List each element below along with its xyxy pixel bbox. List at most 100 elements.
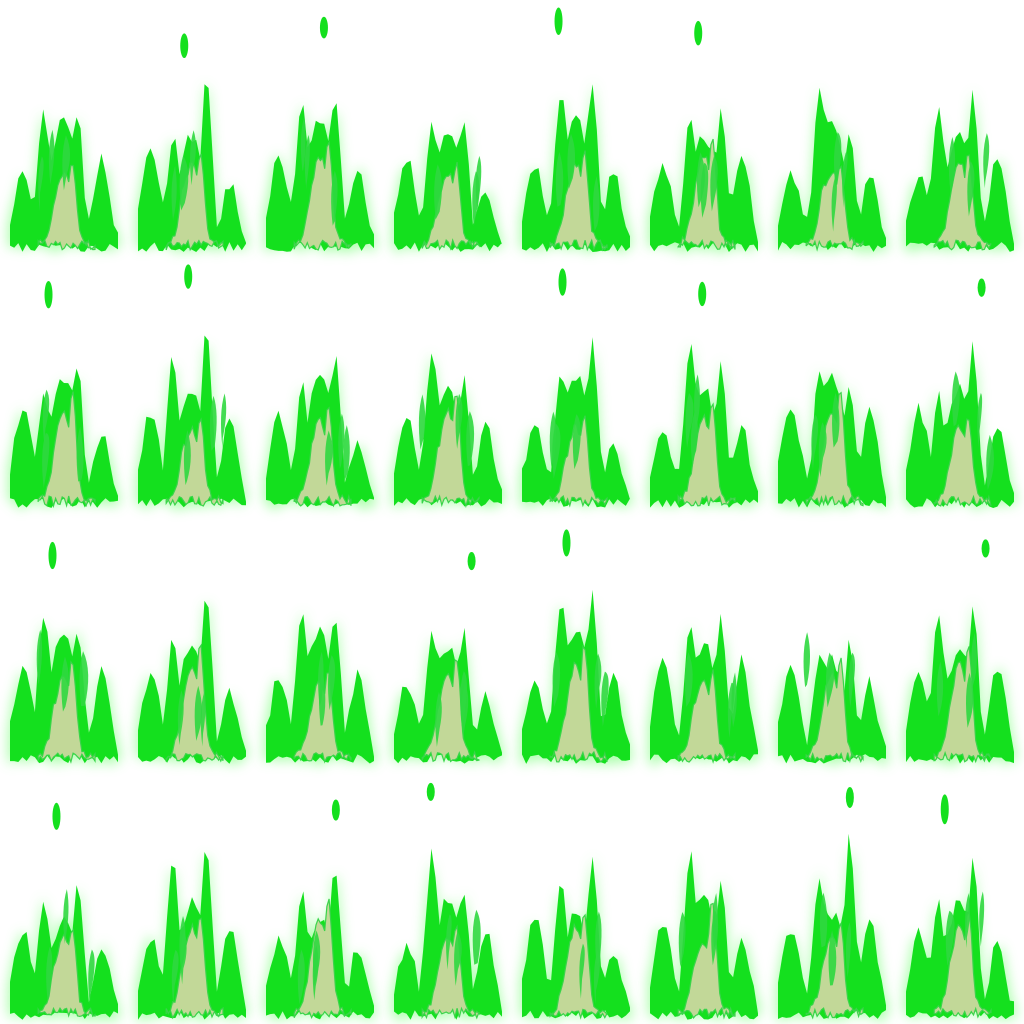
flame-streak — [63, 889, 69, 945]
flame-frame — [904, 539, 1016, 766]
flame-frame — [8, 802, 120, 1022]
flame-frame — [392, 351, 504, 509]
flame-streak — [948, 136, 956, 192]
flame-frame — [264, 609, 376, 766]
flame-streak — [189, 130, 196, 186]
flame-ember — [331, 799, 340, 821]
flame-ember — [184, 264, 193, 289]
inner-flame — [677, 669, 736, 764]
flame-frame — [264, 16, 376, 254]
flame-streak — [48, 129, 55, 185]
inner-flame — [421, 395, 480, 509]
flame-frame — [776, 367, 888, 510]
flame-frame — [648, 281, 760, 510]
flame-ember — [698, 281, 707, 307]
flame-streak — [572, 414, 581, 470]
flame-streak — [595, 911, 602, 967]
inner-flame — [549, 415, 608, 508]
flame-streak — [76, 426, 84, 482]
flame-streak — [567, 133, 576, 189]
flame-frame — [264, 356, 376, 510]
inner-flame — [421, 924, 480, 1020]
flame-streak — [549, 411, 557, 467]
flame-frame — [520, 855, 632, 1022]
flame-streak — [552, 652, 561, 708]
inner-flame — [293, 406, 352, 508]
flame-ember — [44, 280, 53, 309]
flame-streak — [46, 946, 53, 1002]
flame-streak — [304, 135, 310, 191]
inner-flame — [805, 657, 864, 764]
inner-flame — [293, 898, 352, 1020]
flame-streak — [848, 652, 856, 708]
flame-streak — [434, 164, 442, 220]
flame-streak — [42, 389, 50, 445]
flame-frame — [904, 89, 1016, 254]
flame-streak — [983, 133, 990, 189]
flame-streak — [593, 950, 600, 1006]
flame-streak — [712, 892, 718, 948]
inner-flame — [549, 913, 608, 1020]
flame-frame — [8, 541, 120, 766]
flame-ember — [981, 539, 990, 558]
flame-frame — [392, 551, 504, 764]
flame-streak — [952, 371, 960, 427]
flame-streak — [832, 392, 840, 448]
flame-streak — [965, 892, 970, 948]
flame-frame — [136, 33, 248, 254]
inner-flame — [293, 140, 352, 251]
flame-frame — [904, 794, 1016, 1022]
flame-streak — [971, 633, 977, 689]
flame-ember — [426, 782, 435, 801]
flame-ember — [180, 33, 189, 59]
outer-flame — [650, 851, 758, 1020]
flame-streak — [696, 152, 705, 208]
flame-streak — [472, 171, 480, 227]
inner-flame — [37, 660, 96, 764]
flame-streak — [200, 691, 206, 747]
flame-streak — [833, 132, 842, 188]
flame-streak — [466, 411, 475, 467]
flame-streak — [183, 430, 191, 486]
flame-streak — [88, 949, 95, 1005]
flame-streak — [555, 151, 564, 207]
flame-streak — [343, 425, 350, 481]
flame-streak — [579, 943, 585, 999]
flame-frame — [136, 852, 248, 1022]
flame-ember — [940, 794, 949, 825]
inner-flame — [933, 646, 992, 764]
flame-streak — [986, 434, 994, 490]
flame-streak — [967, 161, 975, 217]
flame-streak — [331, 170, 338, 226]
inner-flame — [549, 644, 608, 763]
flame-streak — [460, 671, 467, 727]
flame-streak — [38, 156, 44, 212]
flame-ember — [845, 786, 854, 808]
flame-ember — [467, 551, 476, 571]
flame-frame — [264, 799, 376, 1022]
flame-streak — [845, 922, 852, 978]
flame-frame — [520, 7, 632, 254]
flame-streak — [418, 394, 426, 450]
inner-flame — [933, 418, 992, 507]
flame-streak — [710, 156, 718, 212]
inner-flame — [37, 928, 96, 1018]
flame-streak — [312, 930, 321, 986]
flame-streak — [42, 433, 50, 489]
flame-streak — [727, 682, 735, 738]
flame-streak — [179, 155, 189, 211]
flame-frame — [648, 851, 760, 1022]
flame-streak — [171, 950, 179, 1006]
outer-flame — [906, 341, 1014, 508]
flame-streak — [601, 671, 609, 727]
flame-frame — [776, 632, 888, 766]
flame-streak — [338, 413, 345, 469]
flame-streak — [965, 672, 974, 728]
inner-flame — [549, 150, 608, 252]
flame-streak — [831, 176, 837, 232]
flame-streak — [454, 931, 462, 987]
flame-frame — [776, 786, 888, 1022]
flame-streak — [684, 652, 693, 708]
flame-ember — [319, 16, 328, 39]
